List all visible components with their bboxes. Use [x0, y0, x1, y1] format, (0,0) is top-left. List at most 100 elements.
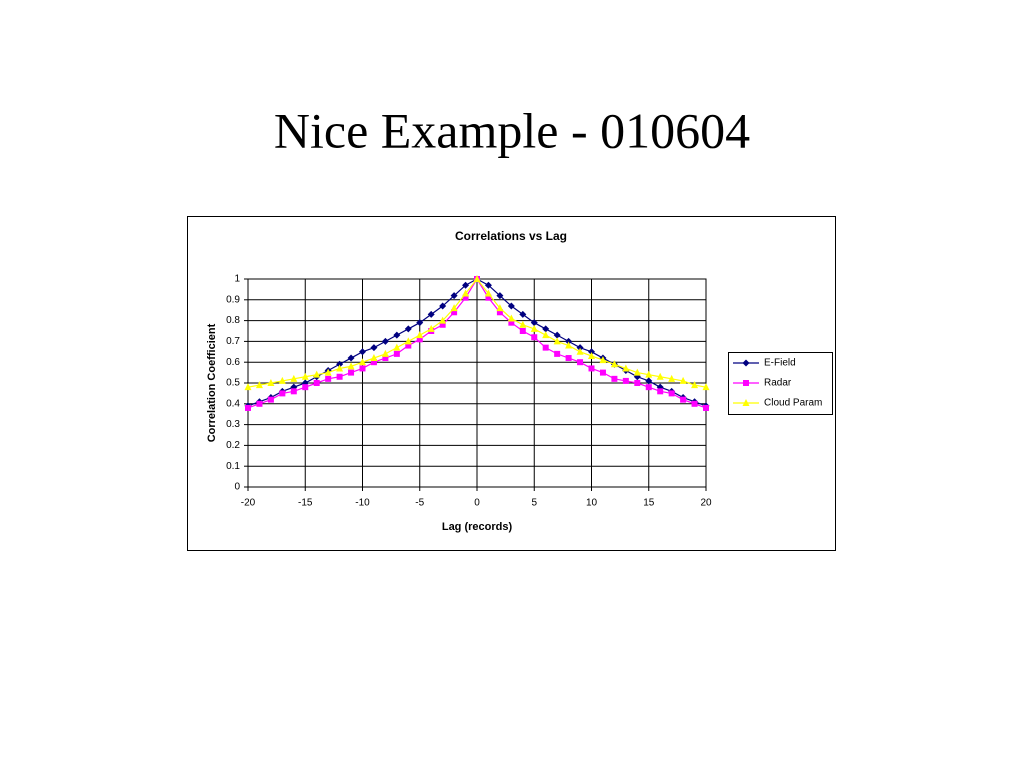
y-tick-label: 0.3 — [226, 419, 240, 430]
x-tick-label: 10 — [586, 498, 598, 509]
data-point — [508, 319, 515, 326]
data-point — [381, 349, 389, 357]
y-tick-label: 0.8 — [226, 315, 240, 326]
data-point — [565, 341, 573, 349]
data-point — [530, 324, 538, 332]
data-point — [657, 388, 664, 395]
y-tick-label: 0.5 — [226, 378, 240, 389]
data-point — [496, 292, 504, 300]
data-point — [611, 375, 618, 382]
data-point — [610, 360, 618, 368]
data-point — [290, 388, 297, 395]
y-tick-label: 0.7 — [226, 336, 240, 347]
data-point — [416, 331, 424, 339]
y-tick-label: 1 — [234, 274, 240, 285]
data-point — [370, 344, 378, 352]
data-point — [255, 381, 263, 389]
data-point — [279, 390, 286, 397]
data-point — [645, 377, 653, 385]
data-point — [302, 384, 309, 391]
data-point — [427, 324, 435, 332]
x-tick-label: -10 — [355, 498, 370, 509]
y-tick-label: 0.9 — [226, 294, 240, 305]
data-point — [427, 310, 435, 318]
data-point — [519, 310, 527, 318]
x-tick-label: -5 — [415, 498, 424, 509]
data-point — [245, 404, 251, 411]
data-point — [507, 314, 515, 322]
data-point — [404, 337, 412, 345]
data-point — [530, 319, 538, 327]
data-point — [267, 379, 275, 386]
data-point — [359, 358, 366, 366]
data-point — [577, 359, 584, 366]
data-point — [703, 404, 709, 411]
y-tick-label: 0.6 — [226, 357, 240, 368]
data-point — [462, 289, 470, 297]
data-point — [484, 289, 492, 297]
data-point — [565, 337, 573, 345]
data-point — [531, 334, 538, 341]
data-point — [507, 302, 515, 310]
legend-label: Radar — [764, 378, 792, 389]
data-point — [439, 321, 446, 328]
data-point — [576, 347, 584, 355]
data-point — [542, 325, 550, 333]
data-point — [588, 365, 595, 372]
chart-title: Correlations vs Lag — [455, 229, 567, 243]
data-point — [485, 294, 492, 301]
data-point — [313, 380, 320, 386]
data-point — [393, 343, 401, 351]
data-point — [645, 370, 653, 378]
data-point — [462, 294, 469, 301]
data-point — [393, 331, 401, 339]
data-point — [313, 370, 321, 378]
data-point — [256, 400, 263, 407]
data-point — [668, 374, 676, 382]
slide-title: Nice Example - 010604 — [274, 102, 750, 158]
legend-marker — [742, 399, 750, 406]
data-point — [370, 354, 378, 362]
data-point — [622, 364, 630, 372]
data-point — [542, 344, 549, 351]
data-point — [416, 336, 423, 343]
y-tick-label: 0.2 — [226, 440, 240, 451]
data-point — [450, 292, 458, 300]
data-point — [553, 331, 561, 339]
data-point — [450, 304, 458, 312]
data-point — [680, 396, 687, 403]
x-tick-label: 5 — [531, 498, 537, 509]
y-tick-label: 0.4 — [226, 398, 240, 409]
data-point — [359, 365, 366, 372]
data-point — [588, 351, 595, 359]
data-point — [656, 372, 664, 380]
data-point — [633, 368, 641, 376]
data-point — [439, 302, 447, 310]
data-point — [359, 348, 366, 356]
x-tick-label: 15 — [643, 498, 655, 509]
data-point — [439, 316, 447, 324]
data-point — [588, 348, 595, 356]
data-point — [542, 331, 550, 339]
legend-label: Cloud Param — [764, 398, 822, 409]
data-point — [347, 362, 355, 370]
data-point — [462, 281, 470, 289]
data-point — [668, 390, 675, 397]
data-point — [473, 275, 481, 282]
data-point — [336, 364, 344, 372]
x-tick-label: 20 — [700, 498, 712, 509]
x-tick-label: 0 — [474, 498, 480, 509]
y-tick-label: 0.1 — [226, 461, 240, 472]
data-point — [519, 328, 526, 334]
data-point — [370, 359, 377, 366]
data-point — [702, 383, 710, 391]
data-point — [554, 350, 561, 357]
data-point — [565, 355, 572, 362]
data-point — [634, 380, 641, 386]
data-point — [416, 319, 424, 327]
data-point — [691, 400, 698, 407]
data-point — [381, 337, 389, 345]
data-point — [599, 356, 607, 364]
